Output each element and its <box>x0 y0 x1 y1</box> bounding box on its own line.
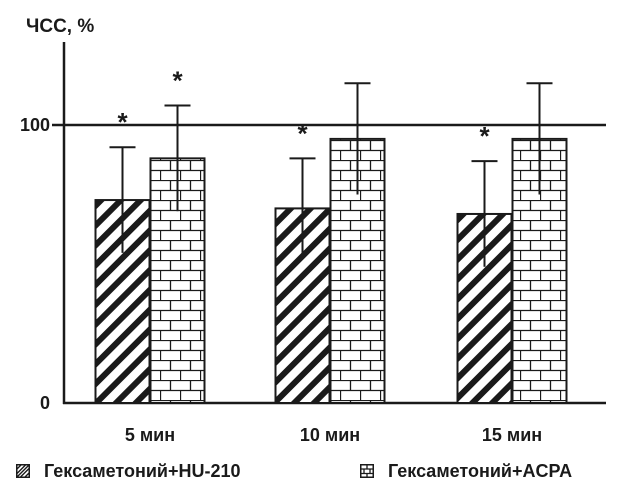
plot-area: 0 100 * * * * 5 мин 10 мин 15 мин <box>20 42 606 445</box>
hatch-swatch-icon <box>16 464 30 478</box>
bar <box>511 137 568 404</box>
significance-marker: * <box>172 66 183 96</box>
x-tick-label: 10 мин <box>300 425 360 445</box>
legend-label-acpa: Гексаметоний+ACPA <box>388 461 573 481</box>
x-tick-label: 5 мин <box>125 425 175 445</box>
legend-item-hu210: Гексаметоний+HU-210 <box>16 462 241 480</box>
significance-marker: * <box>117 107 128 137</box>
significance-marker: * <box>479 121 490 151</box>
chart: ЧСС, % 0 100 * * * * 5 мин 10 мин 15 мин <box>20 16 606 445</box>
significance-marker: * <box>297 118 308 148</box>
brick-swatch-icon <box>360 464 374 478</box>
legend: Гексаметоний+HU-210 Гексаметоний+ACPA <box>0 452 632 490</box>
legend-label-hu210: Гексаметоний+HU-210 <box>44 461 241 481</box>
legend-item-acpa: Гексаметоний+ACPA <box>360 462 572 480</box>
y-tick-label: 100 <box>20 115 50 135</box>
y-tick-label: 0 <box>40 393 50 413</box>
x-tick-label: 15 мин <box>482 425 542 445</box>
y-axis-label: ЧСС, % <box>26 16 94 37</box>
bar <box>274 207 331 404</box>
